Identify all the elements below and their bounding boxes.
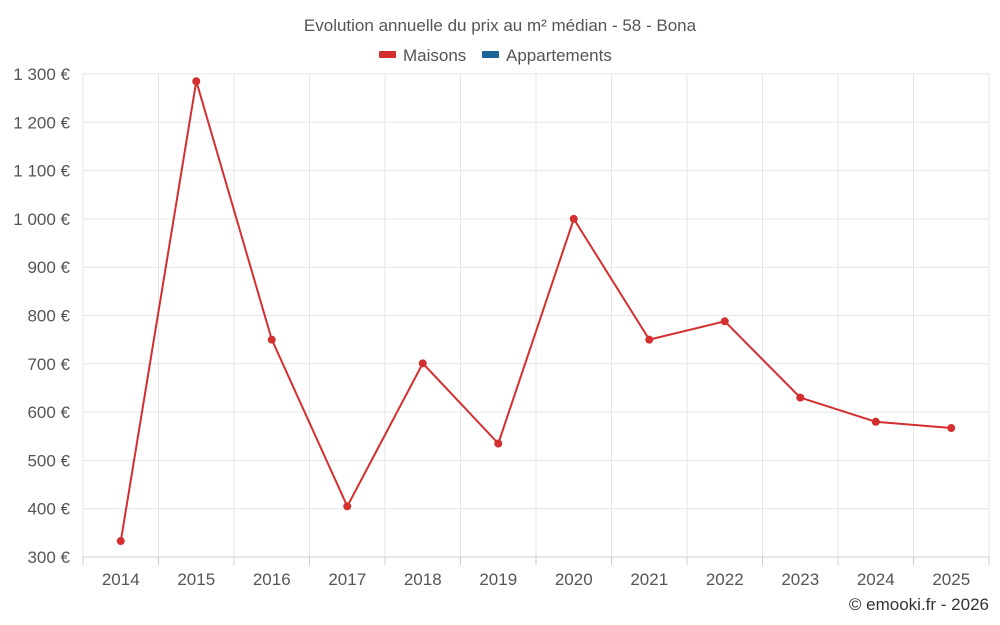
x-tick-label: 2025 [932,570,970,589]
y-tick-label: 700 € [27,355,70,374]
y-tick-label: 1 100 € [13,162,70,181]
data-point[interactable] [116,537,125,546]
y-tick-label: 300 € [27,548,70,567]
data-point[interactable] [267,335,276,344]
legend: Maisons Appartements [379,46,612,65]
series-line [119,80,952,542]
grid [82,73,990,557]
data-point[interactable] [418,359,427,368]
data-point[interactable] [720,317,729,326]
data-point[interactable] [343,502,352,511]
axes [82,556,990,565]
x-tick-label: 2019 [479,570,517,589]
x-tick-label: 2015 [177,570,215,589]
y-tick-label: 500 € [27,451,70,470]
x-axis-ticks: 2014 2015 2016 2017 2018 2019 2020 2021 2022 2023… [102,570,970,589]
y-tick-label: 600 € [27,403,70,422]
x-tick-label: 2022 [706,570,744,589]
legend-swatch-appartements [482,51,499,58]
y-axis-ticks: 300 € 400 € 500 € 600 € 700 € 800 € 900 € 1 000… [13,65,70,567]
x-tick-label: 2020 [555,570,593,589]
legend-item-appartements[interactable]: Appartements [482,46,612,65]
x-tick-label: 2024 [857,570,895,589]
data-point[interactable] [947,424,956,433]
chart-title: Evolution annuelle du prix au m² médian … [304,16,697,35]
data-point[interactable] [494,439,503,448]
data-point[interactable] [569,214,578,223]
y-tick-label: 1 300 € [13,65,70,84]
legend-label-appartements: Appartements [506,46,612,65]
legend-label-maisons: Maisons [403,46,466,65]
data-point[interactable] [796,393,805,402]
credit-text: © emooki.fr - 2026 [849,595,989,614]
x-tick-label: 2018 [404,570,442,589]
x-tick-label: 2014 [102,570,140,589]
data-point[interactable] [645,335,654,344]
y-tick-label: 400 € [27,500,70,519]
data-point[interactable] [871,417,880,426]
legend-swatch-maisons [379,51,396,58]
x-tick-label: 2021 [630,570,668,589]
y-tick-label: 1 200 € [13,113,70,132]
y-tick-label: 900 € [27,258,70,277]
legend-item-maisons[interactable]: Maisons [379,46,466,65]
x-tick-label: 2016 [253,570,291,589]
y-tick-label: 1 000 € [13,210,70,229]
data-point[interactable] [192,77,201,86]
x-tick-label: 2017 [328,570,366,589]
x-tick-label: 2023 [781,570,819,589]
y-tick-label: 800 € [27,307,70,326]
series-maisons [116,77,956,546]
